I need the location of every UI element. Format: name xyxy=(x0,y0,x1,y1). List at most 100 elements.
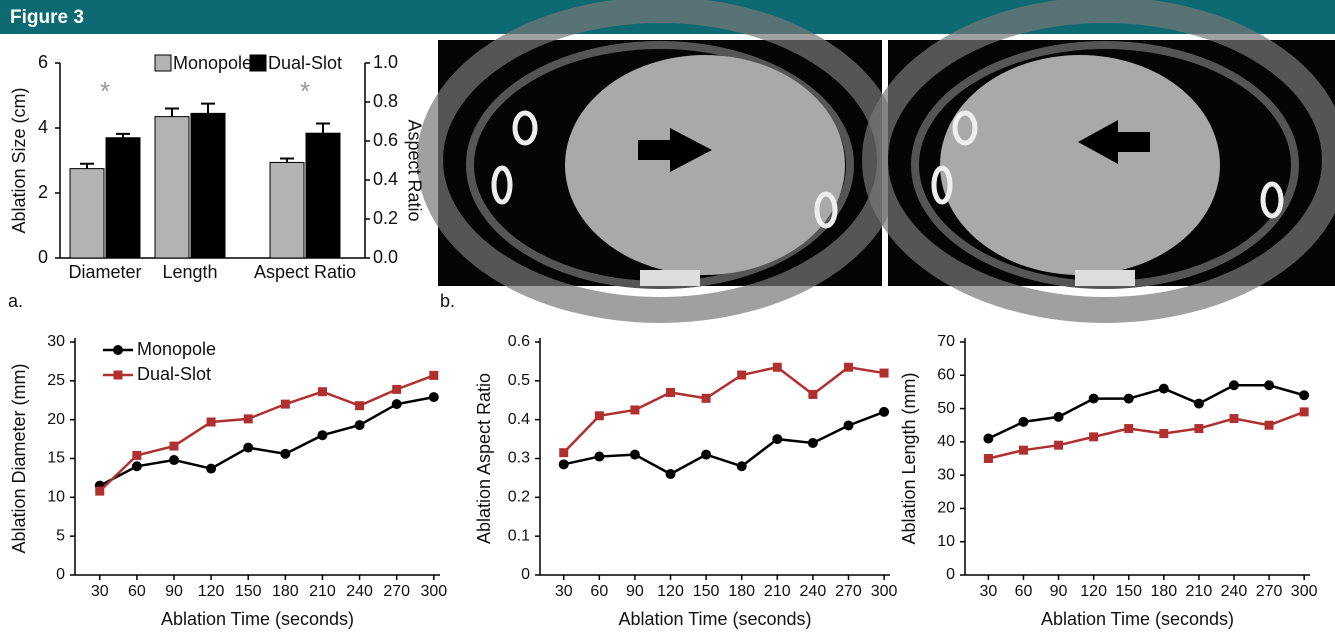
y-tick-label: 4 xyxy=(38,117,48,137)
y2-tick-label: 0.6 xyxy=(373,130,398,150)
error-bar xyxy=(280,159,294,163)
x-tick-label: 120 xyxy=(1080,583,1107,600)
point xyxy=(169,442,178,451)
y-tick-label: 20 xyxy=(47,411,65,428)
point xyxy=(559,448,568,457)
x-tick-label: 210 xyxy=(309,583,336,600)
point xyxy=(132,461,142,471)
y-tick-label: 30 xyxy=(47,333,65,350)
significance-star: * xyxy=(300,76,310,106)
x-tick-label: 60 xyxy=(128,583,146,600)
series-line xyxy=(564,367,884,452)
x-tick-label: 120 xyxy=(198,583,225,600)
ct-image xyxy=(430,10,890,310)
y2-axis-label: Aspect Ratio xyxy=(404,119,424,221)
y-axis-label: Ablation Length (mm) xyxy=(899,372,919,544)
point xyxy=(595,411,604,420)
x-tick-label: 180 xyxy=(728,583,755,600)
point xyxy=(1054,441,1063,450)
y-tick-label: 0 xyxy=(946,566,955,583)
x-tick-label: 60 xyxy=(1015,583,1033,600)
y-axis-label: Ablation Aspect Ratio xyxy=(474,373,494,544)
figure-title: Figure 3 xyxy=(10,7,84,28)
point xyxy=(318,387,327,396)
point xyxy=(1229,380,1239,390)
y-tick-label: 2 xyxy=(38,182,48,202)
x-tick-label: Aspect Ratio xyxy=(254,262,356,282)
x-tick-label: 90 xyxy=(165,583,183,600)
bar xyxy=(191,113,225,258)
point xyxy=(1194,399,1204,409)
point xyxy=(737,461,747,471)
y-tick-label: 25 xyxy=(47,372,65,389)
point xyxy=(243,443,253,453)
point xyxy=(1299,390,1309,400)
x-tick-label: 300 xyxy=(1291,583,1318,600)
point xyxy=(95,487,104,496)
point xyxy=(630,450,640,460)
point xyxy=(280,449,290,459)
error-bar xyxy=(80,164,94,169)
legend-label: Monopole xyxy=(137,339,216,359)
y-tick-label: 60 xyxy=(937,367,955,384)
x-tick-label: 240 xyxy=(346,583,373,600)
x-tick-label: 180 xyxy=(1150,583,1177,600)
y-tick-label: 0 xyxy=(38,247,48,267)
x-tick-label: 210 xyxy=(1186,583,1213,600)
legend-label: Dual-Slot xyxy=(268,53,342,73)
bar xyxy=(306,133,340,258)
point xyxy=(429,392,439,402)
point xyxy=(843,420,853,430)
point xyxy=(1054,412,1064,422)
y-tick-label: 0.5 xyxy=(508,372,530,389)
point xyxy=(1229,414,1238,423)
x-tick-label: 240 xyxy=(800,583,827,600)
legend-marker xyxy=(114,371,123,380)
legend-swatch xyxy=(250,55,266,71)
y-tick-label: 0.6 xyxy=(508,333,530,350)
x-tick-label: 90 xyxy=(1050,583,1068,600)
x-axis-label: Ablation Time (seconds) xyxy=(1041,609,1234,629)
x-tick-label: 120 xyxy=(657,583,684,600)
x-tick-label: 150 xyxy=(1115,583,1142,600)
error-bar xyxy=(201,104,215,114)
error-bar xyxy=(116,134,130,138)
point xyxy=(1159,384,1169,394)
point xyxy=(1089,394,1099,404)
legend-label: Monopole xyxy=(173,53,252,73)
bar xyxy=(155,117,189,258)
y-tick-label: 70 xyxy=(937,333,955,350)
x-tick-label: 30 xyxy=(91,583,109,600)
y-tick-label: 40 xyxy=(937,433,955,450)
y-tick-label: 50 xyxy=(937,400,955,417)
y2-tick-label: 0.4 xyxy=(373,169,398,189)
x-tick-label: 300 xyxy=(420,583,447,600)
point xyxy=(1018,417,1028,427)
point xyxy=(1089,432,1098,441)
x-tick-label: Length xyxy=(162,262,217,282)
x-axis-label: Ablation Time (seconds) xyxy=(618,609,811,629)
panel-label: b. xyxy=(440,291,455,311)
x-axis-label: Ablation Time (seconds) xyxy=(161,609,354,629)
y-tick-label: 0.2 xyxy=(508,489,530,506)
bar xyxy=(70,169,104,258)
point xyxy=(559,459,569,469)
x-tick-label: 300 xyxy=(871,583,898,600)
point xyxy=(1019,446,1028,455)
ct-image xyxy=(875,10,1335,310)
x-tick-label: 270 xyxy=(1256,583,1283,600)
point xyxy=(666,388,675,397)
point xyxy=(207,417,216,426)
error-bar xyxy=(165,109,179,117)
y-axis-label: Ablation Size (cm) xyxy=(9,87,29,233)
point xyxy=(772,434,782,444)
point xyxy=(429,371,438,380)
error-bar xyxy=(316,123,330,133)
legend-marker xyxy=(113,345,123,355)
point xyxy=(594,452,604,462)
point xyxy=(1124,394,1134,404)
y-tick-label: 0 xyxy=(56,566,65,583)
point xyxy=(984,454,993,463)
point xyxy=(355,401,364,410)
point xyxy=(879,407,889,417)
